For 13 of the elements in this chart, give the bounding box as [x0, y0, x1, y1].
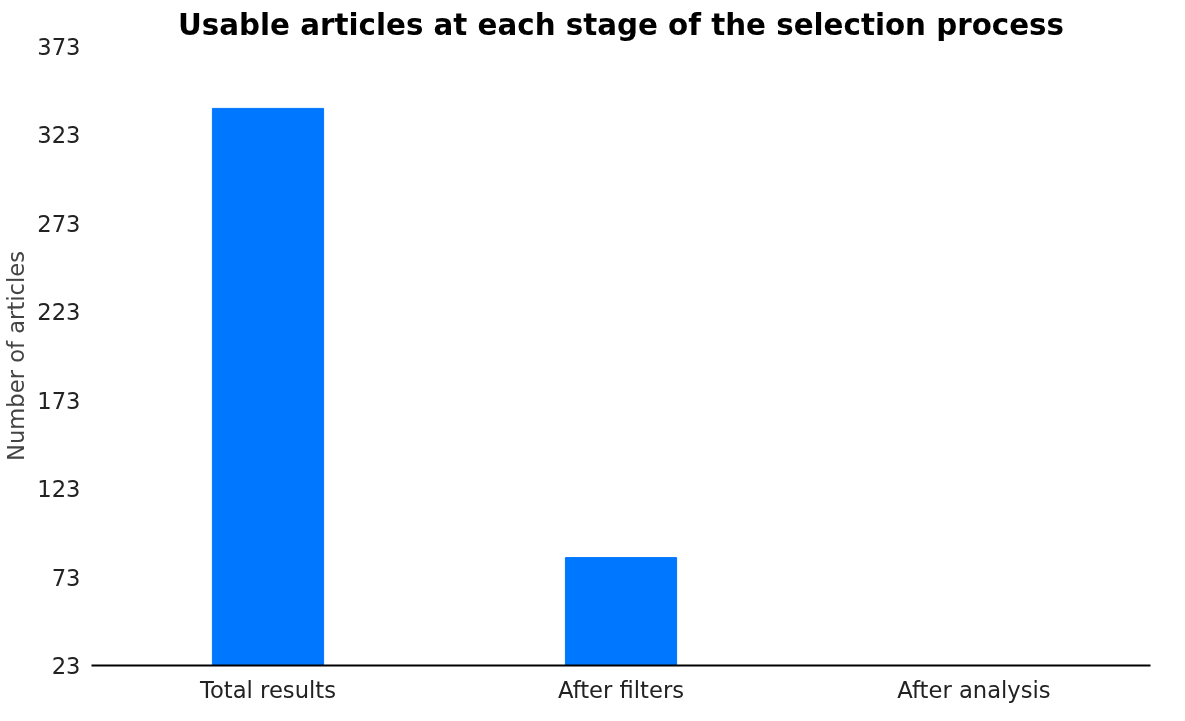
y-tick-label: 273: [37, 210, 81, 237]
x-tick-label: After analysis: [897, 676, 1051, 703]
y-tick-label: 73: [51, 564, 81, 591]
x-tick-label: Total results: [198, 676, 337, 703]
y-tick-label: 323: [37, 122, 81, 149]
chart-title: Usable articles at each stage of the selection process: [178, 7, 1064, 42]
y-tick-label: 373: [37, 34, 81, 60]
y-tick-label: 23: [51, 653, 81, 679]
x-tick-label: After filters: [557, 676, 685, 703]
y-tick-label: 223: [37, 299, 81, 326]
y-axis-title: Number of articles: [3, 250, 30, 462]
y-tick-label: 173: [37, 387, 81, 414]
y-tick-label: 123: [37, 476, 81, 503]
